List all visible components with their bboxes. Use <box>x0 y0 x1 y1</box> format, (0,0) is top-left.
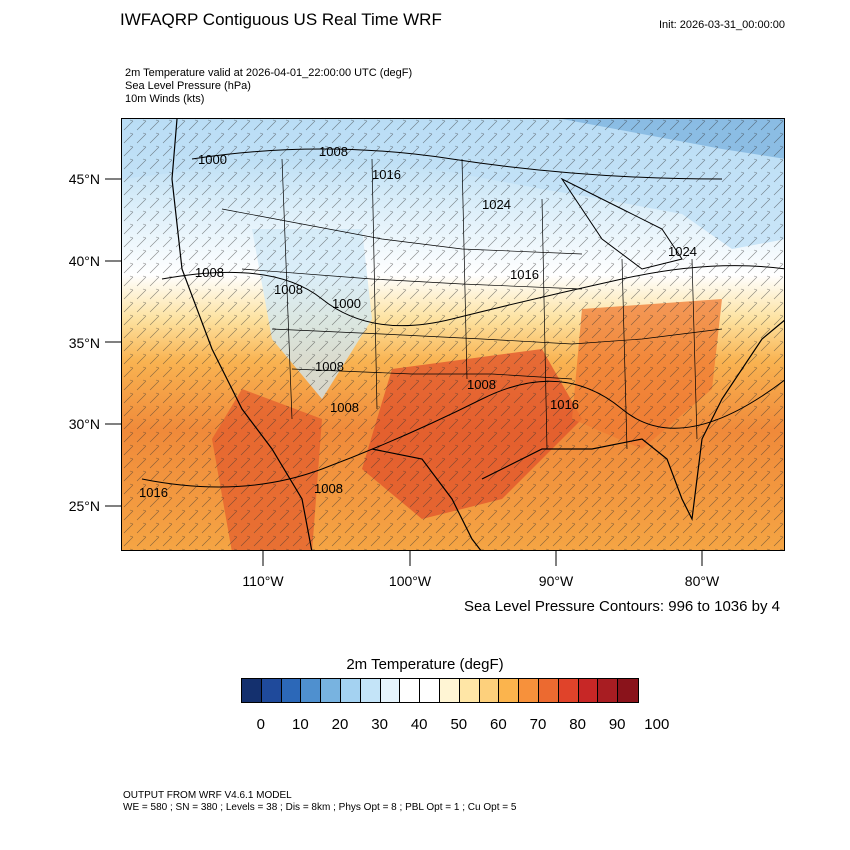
pressure-label: 1024 <box>668 244 697 259</box>
colorbar-swatch <box>340 679 361 702</box>
colorbar-swatch <box>618 679 638 702</box>
colorbar-title: 2m Temperature (degF) <box>346 656 504 673</box>
lon-label: 110°W <box>242 573 284 589</box>
mexico-coastline <box>371 448 482 550</box>
pressure-label: 1024 <box>482 197 511 212</box>
colorbar-swatch <box>479 679 500 702</box>
colorbar-swatch <box>538 679 559 702</box>
gulf-atlantic-coastline <box>481 319 784 522</box>
pressure-label: 1008 <box>195 265 224 280</box>
colorbar-tick-label: 90 <box>608 716 626 733</box>
pressure-label: 1008 <box>274 282 303 297</box>
pressure-label: 1008 <box>467 377 496 392</box>
map-canvas: 1000 1008 1016 1024 1024 1008 1008 1000 … <box>122 119 784 550</box>
colorbar-swatch <box>499 679 520 702</box>
colorbar-swatch <box>261 679 282 702</box>
colorbar-swatch <box>558 679 579 702</box>
pressure-label: 1016 <box>550 397 579 412</box>
colorbar-tick-label: 40 <box>410 716 428 733</box>
weather-map: 1000 1008 1016 1024 1024 1008 1008 1000 … <box>121 118 785 551</box>
lon-label: 90°W <box>538 573 574 589</box>
lon-label: 80°W <box>684 573 720 589</box>
pressure-label-group: 1000 1008 1016 1024 1024 1008 1008 1000 … <box>139 144 697 500</box>
pressure-label: 1008 <box>314 481 343 496</box>
colorbar-swatch <box>459 679 480 702</box>
colorbar-tick-label: 30 <box>371 716 388 733</box>
chart-title: IWFAQRP Contiguous US Real Time WRF <box>120 10 442 29</box>
west-coastline <box>171 119 313 550</box>
colorbar-tick-label: 70 <box>529 716 547 733</box>
pressure-label: 1008 <box>319 144 348 159</box>
field-line-temperature: 2m Temperature valid at 2026-04-01_22:00… <box>125 67 413 79</box>
colorbar-swatch <box>360 679 381 702</box>
footer-config: WE = 580 ; SN = 380 ; Levels = 38 ; Dis … <box>123 802 517 813</box>
pressure-label: 1016 <box>510 267 539 282</box>
pressure-label: 1016 <box>372 167 401 182</box>
colorbar-swatch <box>400 679 421 702</box>
pressure-contours <box>141 148 784 488</box>
colorbar-tick-label: 10 <box>292 716 309 733</box>
lat-label: 45°N <box>68 171 100 187</box>
colorbar-swatch <box>281 679 302 702</box>
colorbar-swatch <box>598 679 619 702</box>
state-borders <box>221 158 723 450</box>
colorbar-swatch <box>439 679 460 702</box>
field-line-pressure: Sea Level Pressure (hPa) <box>125 80 251 92</box>
colorbar-swatch <box>519 679 539 702</box>
colorbar-tick-label: 0 <box>256 716 265 733</box>
field-line-winds: 10m Winds (kts) <box>125 93 205 105</box>
great-lakes <box>560 177 683 270</box>
colorbar-tick-label: 80 <box>569 716 586 733</box>
lat-label: 40°N <box>68 253 100 269</box>
colorbar-swatch <box>578 679 599 702</box>
contour-note: Sea Level Pressure Contours: 996 to 1036… <box>463 598 780 615</box>
colorbar-tick-label: 100 <box>644 716 670 733</box>
lat-label: 25°N <box>68 498 100 514</box>
colorbar-swatch <box>242 679 262 702</box>
colorbar-tick-label: 20 <box>331 716 349 733</box>
pressure-label: 1008 <box>315 359 344 374</box>
pressure-label: 1008 <box>330 400 359 415</box>
lat-label: 35°N <box>68 335 100 351</box>
pressure-label: 1000 <box>198 152 227 167</box>
init-time: Init: 2026-03-31_00:00:00 <box>659 19 785 31</box>
lon-label: 100°W <box>388 573 432 589</box>
lat-label: 30°N <box>68 416 100 432</box>
pressure-label: 1016 <box>139 485 168 500</box>
colorbar-swatch <box>301 679 322 702</box>
colorbar-tick-label: 50 <box>450 716 468 733</box>
colorbar-tick-label: 60 <box>490 716 507 733</box>
colorbar-swatch <box>420 679 440 702</box>
colorbar-swatch <box>321 679 341 702</box>
footer-model: OUTPUT FROM WRF V4.6.1 MODEL <box>123 790 292 801</box>
pressure-label: 1000 <box>332 296 361 311</box>
colorbar-swatch <box>380 679 401 702</box>
colorbar <box>241 678 639 703</box>
